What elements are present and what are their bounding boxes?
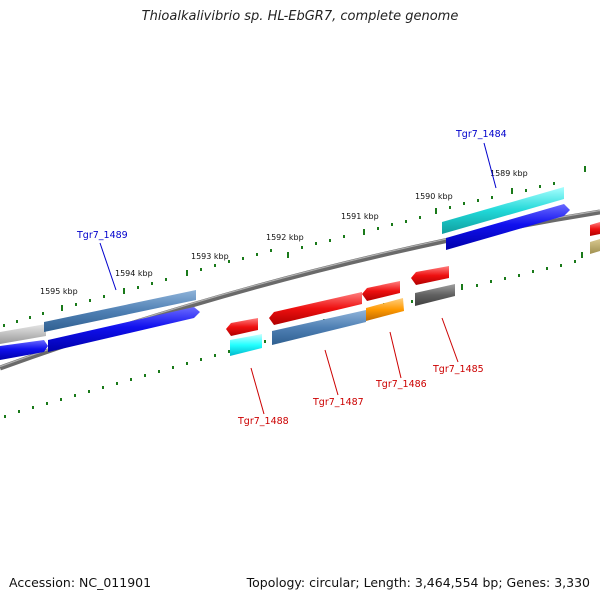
feature-tgr7-1489-gene[interactable] [44,290,196,332]
feature-tgr7-1484-cds[interactable] [446,204,570,250]
map-title: Thioalkalivibrio sp. HL-EbGR7, complete … [141,9,459,24]
reverse-features [226,266,455,356]
gene-label-tgr7-1488[interactable]: Tgr7_1488 [237,416,289,427]
outer-scale-ticks [3,166,586,327]
topology-label: Topology: circular; Length: 3,464,554 bp… [246,575,590,590]
leader-tgr7-1485 [441,317,459,363]
feature-olive-edge[interactable] [590,239,600,254]
feature-tgr7-1484-gene[interactable] [442,187,564,234]
kbp-label-1592: 1592 kbp [266,233,304,242]
feature-tgr7-1489-cds[interactable] [48,307,200,352]
feature-tgr7-1485-cds[interactable] [411,266,449,285]
feature-tgr7-1487-gene[interactable] [272,310,366,345]
feature-red-edge[interactable] [590,222,600,236]
feature-tgr7-1487-cds[interactable] [269,292,362,325]
feature-tgr7-1486-cds[interactable] [362,281,400,301]
feature-tgr7-1486-gene[interactable] [366,298,404,321]
kbp-label-1589: 1589 kbp [490,169,528,178]
feature-gray-left[interactable] [0,324,46,344]
leader-tgr7-1488 [250,367,265,415]
gene-label-tgr7-1489[interactable]: Tgr7_1489 [76,230,128,241]
kbp-label-1590: 1590 kbp [415,192,453,201]
leader-lines [99,142,497,415]
gene-labels: Tgr7_1484 Tgr7_1489 Tgr7_1485 Tgr7_1486 … [76,129,507,427]
kbp-label-1593: 1593 kbp [191,252,229,261]
gene-label-tgr7-1484[interactable]: Tgr7_1484 [455,129,507,140]
leader-tgr7-1489 [99,242,117,291]
gene-label-tgr7-1485[interactable]: Tgr7_1485 [432,364,484,375]
kbp-label-1591: 1591 kbp [341,212,379,221]
feature-tgr7-1488-gene[interactable] [230,334,262,356]
kbp-label-1595: 1595 kbp [40,287,78,296]
leader-tgr7-1487 [324,349,339,396]
leader-tgr7-1484 [483,142,497,189]
accession-label: Accession: NC_011901 [9,575,152,590]
feature-tgr7-1485-gene[interactable] [415,284,455,306]
feature-tgr7-1488-cds[interactable] [226,318,258,336]
kbp-labels: 1589 kbp 1590 kbp 1591 kbp 1592 kbp 1593… [40,169,528,296]
feature-blue-left-cds[interactable] [0,340,48,360]
forward-features [0,187,600,360]
kbp-label-1594: 1594 kbp [115,269,153,278]
gene-label-tgr7-1486[interactable]: Tgr7_1486 [375,379,427,390]
leader-tgr7-1486 [389,331,402,379]
gene-label-tgr7-1487[interactable]: Tgr7_1487 [312,397,364,408]
